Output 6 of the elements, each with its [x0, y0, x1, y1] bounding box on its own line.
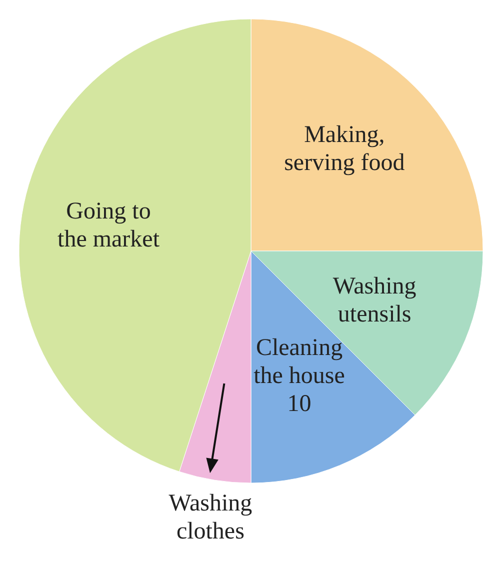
slice-label: Washing clothes [168, 490, 252, 545]
slice-label: Cleaning the house [254, 335, 345, 390]
slice-label: Making, serving food [284, 122, 405, 176]
slice-label: Going to the market [58, 198, 160, 253]
slice-label: Washing utensils [332, 274, 416, 328]
data-label: 10 [287, 391, 312, 418]
